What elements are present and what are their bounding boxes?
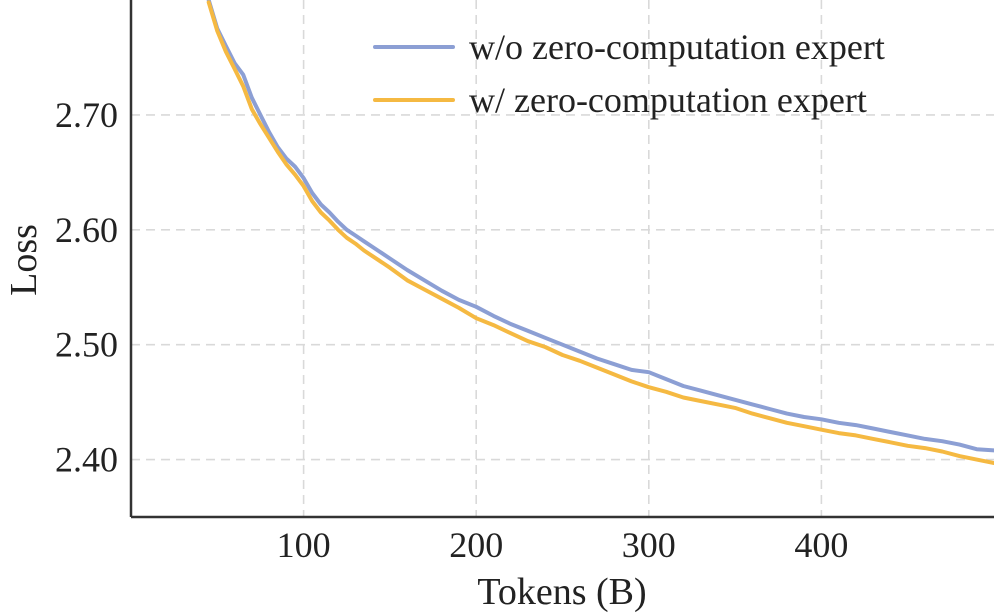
series-group [206, 0, 994, 465]
series-line-2 [206, 0, 994, 465]
legend-label-2: w/ zero-computation expert [469, 80, 867, 120]
x-tick-label: 300 [622, 525, 676, 565]
series-line-1 [206, 0, 994, 453]
y-tick-label: 2.70 [55, 95, 118, 135]
y-tick-label: 2.40 [55, 440, 118, 480]
x-tick-labels: 100 200 300 400 [277, 525, 849, 565]
y-tick-label: 2.50 [55, 325, 118, 365]
x-tick-label: 100 [277, 525, 331, 565]
legend-label-1: w/o zero-computation expert [469, 27, 885, 67]
axes [129, 0, 994, 519]
grid [131, 0, 994, 517]
x-tick-label: 400 [794, 525, 848, 565]
y-tick-label: 2.60 [55, 210, 118, 250]
x-tick-label: 200 [449, 525, 503, 565]
y-axis-title: Loss [3, 224, 45, 296]
legend: w/o zero-computation expert w/ zero-compu… [373, 27, 885, 120]
x-axis-title: Tokens (B) [477, 571, 646, 613]
y-tick-labels: 2.40 2.50 2.60 2.70 [55, 95, 118, 480]
